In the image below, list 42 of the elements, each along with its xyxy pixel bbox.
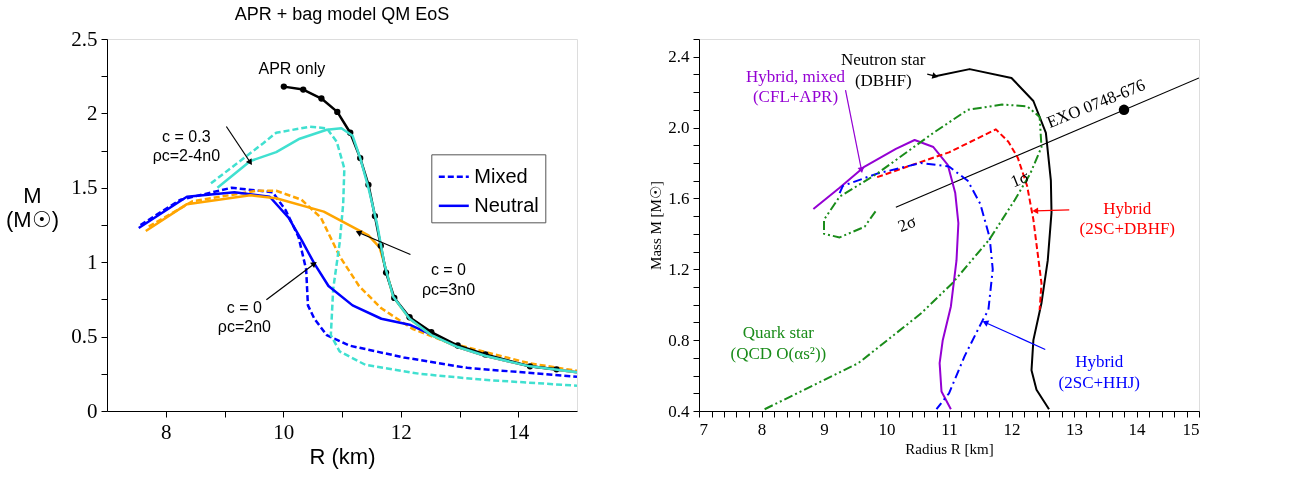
x-tick-label: 14: [1128, 419, 1146, 439]
x-tick-label: 15: [1182, 419, 1200, 439]
x-tick-label: 13: [1066, 419, 1083, 439]
y-tick-label: 2.5: [71, 26, 98, 51]
annotation: c = 0 ρc=3n0: [421, 261, 476, 298]
y-tick-label: 1.5: [71, 175, 98, 200]
y-tick-label: 1.6: [668, 188, 690, 208]
y-tick-label: 0: [87, 398, 98, 423]
annotation: APR only: [258, 59, 326, 77]
y-axis-title: Mass M [M☉]: [648, 181, 665, 270]
chart-title: APR + bag model QM EoS: [234, 4, 450, 24]
y-axis-title: M (M☉): [6, 182, 59, 232]
x-tick-label: 10: [878, 419, 896, 439]
legend-label: Mixed: [474, 164, 528, 187]
x-tick-label: 7: [699, 419, 709, 439]
x-tick-label: 8: [757, 419, 767, 439]
x-tick-label: 8: [161, 419, 172, 444]
annotation: c = 0 ρc=2n0: [217, 298, 272, 335]
x-tick-label: 12: [390, 419, 412, 444]
y-tick-label: 0.4: [668, 401, 690, 421]
annotation: 1σ: [1007, 167, 1032, 192]
y-tick-label: 0.8: [668, 330, 690, 350]
x-tick-label: 9: [820, 419, 829, 439]
annotation: Hybrid (2SC+DBHF): [1079, 198, 1176, 239]
legend-label: Neutral: [474, 193, 539, 216]
x-tick-label: 10: [273, 419, 295, 444]
y-tick-label: 0.5: [71, 324, 98, 349]
y-tick-label: 2.4: [668, 47, 690, 67]
annotation: 2σ: [895, 211, 919, 236]
annotation: Quark star (QCD O(αs²)): [730, 323, 827, 363]
x-tick-label: 11: [941, 419, 958, 439]
annotation: c = 0.3 ρc=2-4n0: [152, 127, 221, 164]
x-axis-title: Radius R [km]: [905, 440, 994, 457]
x-axis-title: R (km): [309, 443, 376, 469]
y-tick-label: 2.0: [668, 118, 690, 138]
annotation: Hybrid (2SC+HHJ): [1058, 352, 1140, 392]
annotation: Hybrid, mixed (CFL+APR): [745, 67, 846, 107]
y-tick-label: 2: [87, 100, 98, 125]
x-tick-label: 12: [1003, 419, 1021, 439]
x-tick-label: 14: [508, 419, 530, 444]
y-tick-label: 1.2: [668, 259, 690, 279]
y-tick-label: 1: [87, 249, 98, 274]
